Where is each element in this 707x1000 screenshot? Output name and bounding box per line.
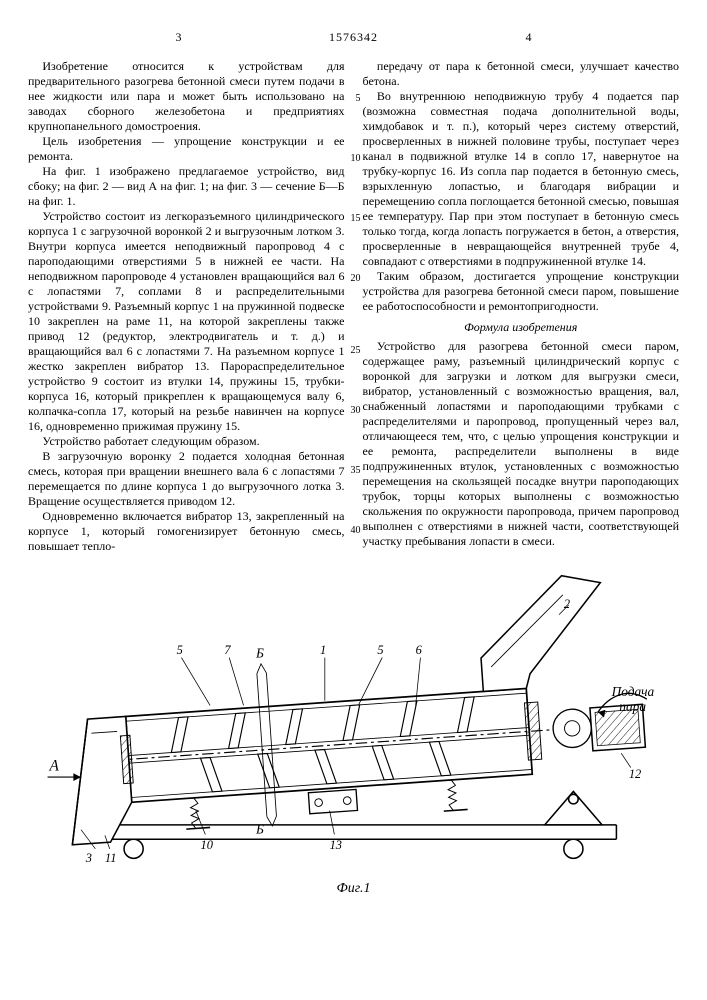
- claims-heading: Формула изобретения: [363, 320, 680, 335]
- steam-feed-2: пара: [619, 699, 646, 714]
- callout-2: 2: [564, 597, 570, 611]
- header: 3 1576342 4: [28, 30, 679, 45]
- paragraph: Изобретение относится к устройствам для …: [28, 59, 345, 134]
- line-marker: 25: [347, 345, 361, 358]
- callout-1: 1: [320, 643, 326, 657]
- callout-3: 3: [85, 851, 92, 865]
- line-marker: 10: [347, 153, 361, 166]
- text-columns: Изобретение относится к устройствам для …: [28, 59, 679, 554]
- figure-label: Фиг.1: [38, 880, 669, 898]
- line-marker: 20: [347, 273, 361, 286]
- document-number: 1576342: [329, 30, 378, 45]
- line-marker: 15: [347, 213, 361, 226]
- paragraph: Во внутреннюю неподвижную трубу 4 подает…: [363, 89, 680, 269]
- section-b-top: Б: [255, 646, 264, 661]
- line-marker: 35: [347, 465, 361, 478]
- page: 3 1576342 4 Изобретение относится к устр…: [0, 0, 707, 907]
- callout-13: 13: [330, 838, 342, 852]
- figure-1: 5 7 1 5 6 2 12 10 13 3 11 А Б Б Подача п…: [28, 562, 679, 897]
- page-number-left: 3: [28, 30, 329, 45]
- left-column: Изобретение относится к устройствам для …: [28, 59, 345, 554]
- line-marker: 30: [347, 405, 361, 418]
- paragraph: Устройство состоит из легкоразъемного ци…: [28, 209, 345, 434]
- callout-5: 5: [177, 643, 183, 657]
- paragraph: Устройство работает следующим образом.: [28, 434, 345, 449]
- paragraph: Цель изобретения — упрощение конструкции…: [28, 134, 345, 164]
- callout-7: 7: [224, 643, 231, 657]
- section-b-bottom: Б: [255, 822, 264, 837]
- paragraph: На фиг. 1 изображено предлагаемое устрой…: [28, 164, 345, 209]
- claims-paragraph: Устройство для разогрева бетонной смеси …: [363, 339, 680, 549]
- paragraph: Одновременно включается вибратор 13, зак…: [28, 509, 345, 554]
- right-column: 5 10 15 20 25 30 35 40 передачу от пара …: [363, 59, 680, 554]
- callout-10: 10: [201, 838, 214, 852]
- callout-12: 12: [629, 767, 641, 781]
- paragraph: Таким образом, достигается упрощение кон…: [363, 269, 680, 314]
- callout-6: 6: [416, 643, 423, 657]
- line-marker: 40: [347, 525, 361, 538]
- figure-svg: 5 7 1 5 6 2 12 10 13 3 11 А Б Б Подача п…: [38, 562, 669, 878]
- steam-feed-1: Подача: [611, 684, 655, 699]
- paragraph: передачу от пара к бетонной смеси, улучш…: [363, 59, 680, 89]
- line-marker: 5: [347, 93, 361, 106]
- callout-5b: 5: [377, 643, 383, 657]
- callout-11: 11: [105, 851, 117, 865]
- view-a-label: А: [48, 757, 59, 774]
- page-number-right: 4: [378, 30, 679, 45]
- paragraph: В загрузочную воронку 2 подается холодна…: [28, 449, 345, 509]
